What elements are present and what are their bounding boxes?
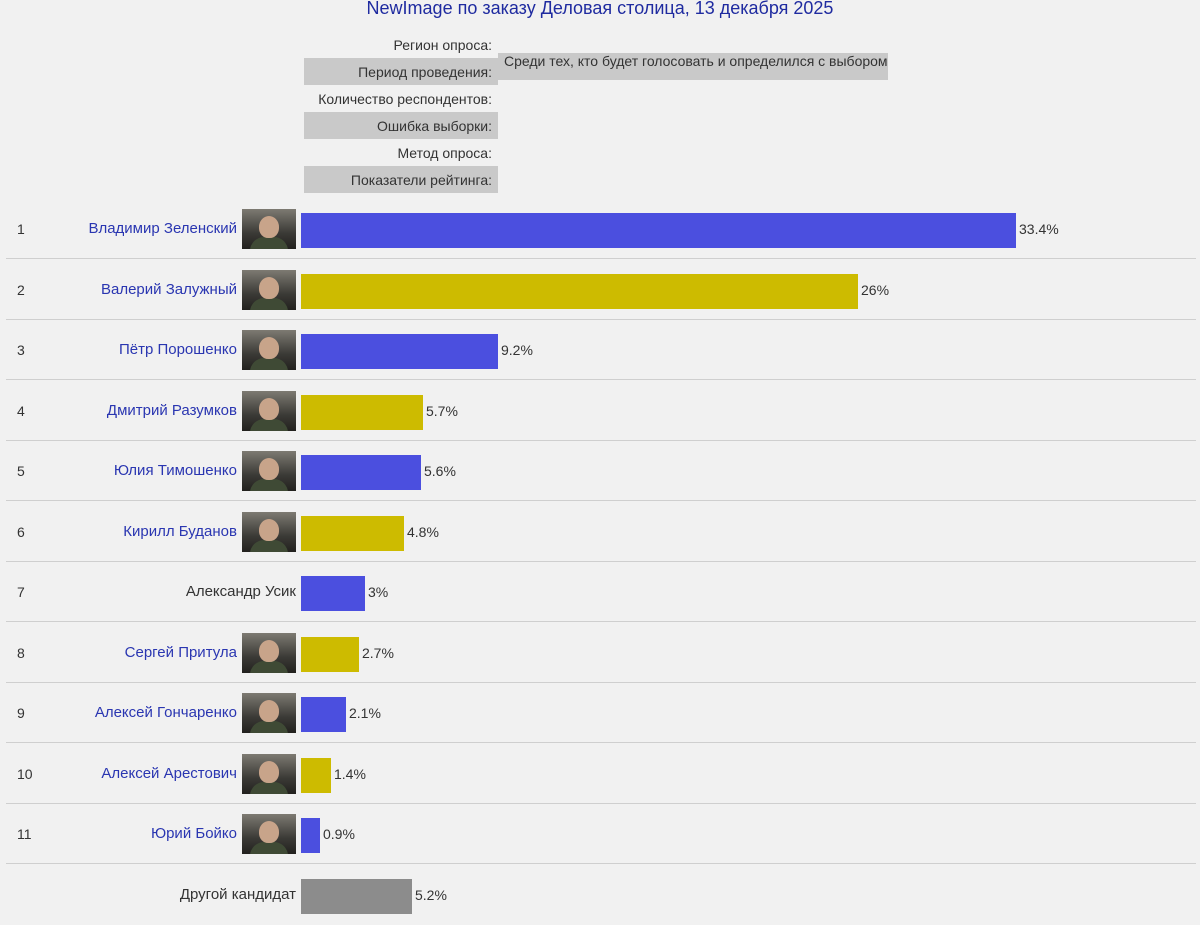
- rank-label: 1: [17, 221, 25, 237]
- bar: [301, 576, 365, 611]
- candidate-photo: [242, 330, 296, 370]
- value-label: 1.4%: [334, 765, 366, 782]
- bar: [301, 636, 359, 672]
- value-label: 2.1%: [349, 705, 381, 721]
- survey-info-table: Регион опроса:УкраинаПериод проведения:0…: [304, 31, 894, 193]
- value-label: 33.4%: [1019, 221, 1059, 237]
- candidate-row: 6 Кирилл Буданов 4.8%: [0, 502, 1200, 562]
- candidate-name[interactable]: Дмитрий Разумков: [106, 401, 237, 419]
- info-label: Метод опроса:: [397, 144, 492, 161]
- rank-label: 6: [17, 523, 25, 540]
- rank-label: 7: [17, 584, 25, 600]
- info-row: Метод опроса:CAWI (онлайн-интервью): [304, 53, 894, 166]
- page-title: NewImage по заказу Деловая столица, 13 д…: [366, 0, 834, 18]
- candidate-name[interactable]: Пётр Порошенко: [118, 341, 237, 358]
- candidate-row: 5 Юлия Тимошенко 5.6%: [0, 441, 1200, 501]
- candidate-name[interactable]: Алексей Гончаренко: [94, 704, 237, 721]
- rank-label: 2: [17, 281, 25, 298]
- rank-label: 3: [17, 342, 25, 358]
- rank-label: 8: [17, 644, 25, 661]
- bar: [301, 213, 1016, 248]
- row-divider: [6, 379, 1196, 380]
- value-label: 3%: [368, 584, 389, 600]
- bar: [301, 818, 320, 853]
- row-divider: [6, 621, 1196, 622]
- bar: [301, 515, 404, 551]
- bar: [301, 394, 423, 430]
- value-label: 9.2%: [501, 342, 533, 358]
- info-label: Период проведения:: [304, 58, 498, 85]
- bar: [301, 334, 498, 369]
- candidate-name[interactable]: Алексей Арестович: [101, 764, 237, 782]
- value-label: 4.8%: [407, 523, 439, 540]
- info-row: Ошибка выборки:2.9%: [304, 53, 894, 139]
- row-divider: [6, 318, 1196, 320]
- candidate-row: 9 Алексей Гончаренко 2.1%: [0, 683, 1200, 743]
- candidate-name[interactable]: Владимир Зеленский: [88, 220, 237, 237]
- row-divider: [6, 258, 1196, 259]
- candidate-photo: [242, 451, 296, 491]
- candidate-photo: [242, 753, 296, 794]
- candidate-photo: [242, 632, 296, 673]
- info-label: Ошибка выборки:: [304, 112, 498, 139]
- candidate-row: 11 Юрий Бойко 0.9%: [0, 804, 1200, 864]
- row-divider: [6, 500, 1196, 501]
- row-divider: [6, 439, 1196, 441]
- row-divider: [6, 863, 1196, 864]
- candidate-row: 10 Алексей Арестович 1.4%: [0, 744, 1200, 804]
- candidate-row: Другой кандидат 5.2%: [0, 865, 1200, 925]
- candidate-photo: [242, 390, 296, 431]
- candidate-name: Александр Усик: [185, 583, 296, 600]
- bar: [301, 273, 858, 309]
- value-label: 26%: [861, 281, 890, 298]
- rating-chart: 1 Владимир Зеленский 33.4% 2 Валерий Залужны…: [0, 199, 1200, 914]
- candidate-name[interactable]: Юрий Бойко: [150, 825, 237, 842]
- candidate-row: 4 Дмитрий Разумков 5.7%: [0, 381, 1200, 441]
- candidate-row: 7 Александр Усик 3%: [0, 562, 1200, 622]
- rank-label: 10: [17, 765, 33, 782]
- bar: [301, 757, 331, 793]
- row-divider: [6, 560, 1196, 562]
- candidate-name[interactable]: Сергей Притула: [124, 643, 237, 661]
- info-label: Количество респондентов:: [318, 90, 492, 107]
- candidate-photo: [242, 209, 296, 249]
- bar: [301, 455, 421, 490]
- rank-label: 4: [17, 402, 25, 419]
- info-label: Показатели рейтинга:: [304, 166, 498, 193]
- rank-label: 11: [17, 826, 32, 842]
- candidate-name[interactable]: Юлия Тимошенко: [113, 462, 237, 479]
- candidate-photo: [242, 814, 296, 854]
- value-label: 5.6%: [424, 463, 456, 479]
- candidate-row: 2 Валерий Залужный 26%: [0, 260, 1200, 320]
- info-row: Показатели рейтинга: Среди тех, кто будет…: [304, 53, 894, 193]
- row-divider: [6, 802, 1196, 804]
- candidate-photo: [242, 269, 296, 310]
- candidate-photo: [242, 693, 296, 733]
- candidate-name[interactable]: Кирилл Буданов: [123, 522, 237, 540]
- rank-label: 9: [17, 705, 25, 721]
- info-label: Регион опроса:: [393, 36, 492, 53]
- info-value: Среди тех, кто будет голосовать и опреде…: [498, 53, 888, 80]
- candidate-photo: [242, 511, 296, 552]
- bar: [301, 697, 346, 732]
- info-row: Количество респондентов:1200: [304, 53, 894, 112]
- bar: [301, 878, 412, 914]
- candidate-row: 1 Владимир Зеленский 33.4%: [0, 199, 1200, 259]
- rank-label: 5: [17, 463, 25, 479]
- candidate-name: Другой кандидат: [179, 885, 296, 903]
- value-label: 5.2%: [415, 886, 447, 903]
- value-label: 2.7%: [362, 644, 394, 661]
- value-label: 5.7%: [426, 402, 458, 419]
- candidate-row: 8 Сергей Притула 2.7%: [0, 623, 1200, 683]
- row-divider: [6, 742, 1196, 743]
- value-label: 0.9%: [323, 826, 355, 842]
- row-divider: [6, 681, 1196, 683]
- candidate-row: 3 Пётр Порошенко 9.2%: [0, 320, 1200, 380]
- candidate-name[interactable]: Валерий Залужный: [100, 280, 237, 298]
